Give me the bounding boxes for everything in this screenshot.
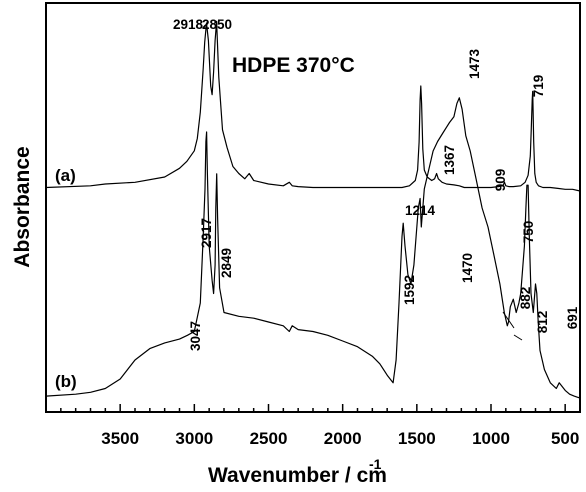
peak-label-882: 882: [518, 287, 533, 310]
x-tick-label: 1000: [472, 429, 510, 448]
spectrum-line-a: [45, 20, 581, 192]
peak-label-1367: 1367: [442, 145, 457, 175]
x-axis-title: Wavenumber / cm: [208, 464, 387, 487]
x-tick-label: 1500: [398, 429, 436, 448]
peak-label-909: 909: [493, 169, 508, 192]
peak-label-3047: 3047: [188, 321, 203, 351]
peak-leader-812: [513, 334, 523, 341]
x-tick-label: 500: [551, 429, 579, 448]
peak-label-750: 750: [521, 221, 536, 244]
peak-label-2849: 2849: [219, 248, 234, 278]
y-axis-title: Absorbance: [11, 146, 34, 267]
series-label-a: (a): [55, 166, 76, 185]
x-axis-ticks: [60, 404, 581, 412]
peak-label-1470: 1470: [460, 253, 475, 283]
spectrum-traces: [45, 20, 581, 399]
x-tick-label: 3500: [101, 429, 139, 448]
chart-title: HDPE 370°C: [232, 54, 355, 77]
peak-label-719: 719: [531, 75, 546, 98]
peak-leader-882: [502, 311, 515, 329]
x-tick-label: 3000: [175, 429, 213, 448]
x-axis-tick-labels: 3500 3000 2500 2000 1500 1000 500: [101, 429, 579, 448]
peak-label-2918: 2918: [173, 17, 204, 32]
peak-label-691: 691: [565, 306, 580, 329]
peak-label-1214: 1214: [405, 203, 436, 218]
peak-label-1592: 1592: [402, 275, 417, 305]
peak-label-2850: 2850: [202, 17, 232, 32]
x-tick-label: 2500: [250, 429, 288, 448]
peak-label-812: 812: [535, 311, 550, 334]
series-label-b: (b): [55, 372, 77, 391]
peak-label-1473: 1473: [467, 48, 482, 79]
x-axis-title-exponent: -1: [369, 456, 382, 472]
x-tick-label: 2000: [324, 429, 362, 448]
peak-label-2917: 2917: [199, 218, 214, 248]
spectrum-line-b: [45, 97, 581, 399]
